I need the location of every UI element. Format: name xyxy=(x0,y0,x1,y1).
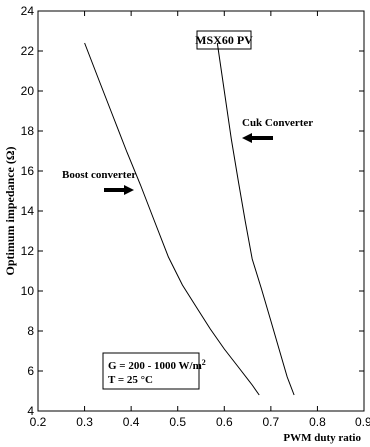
boost-converter-label: Boost converter xyxy=(62,169,136,181)
x-tick-label: 0.6 xyxy=(216,415,233,429)
y-tick-label: 24 xyxy=(21,4,35,18)
y-tick-label: 4 xyxy=(27,404,34,418)
cuk-converter-series-line xyxy=(216,42,295,396)
conditions-irradiance: G = 200 - 1000 W/m2 xyxy=(108,358,206,372)
y-tick-label: 18 xyxy=(21,124,35,138)
chart-title: MSX60 PV xyxy=(195,33,253,47)
title-box xyxy=(196,30,252,50)
x-tick-label: 0.2 xyxy=(30,415,47,429)
y-tick-label: 16 xyxy=(21,164,35,178)
y-tick-label: 14 xyxy=(21,204,35,218)
cuk-converter-label: Cuk Converter xyxy=(242,117,313,129)
x-tick-label: 0.3 xyxy=(76,415,93,429)
series-lines xyxy=(84,42,295,396)
x-tick-label: 0.9 xyxy=(355,415,370,429)
y-tick-label: 22 xyxy=(21,44,35,58)
y-tick-label: 12 xyxy=(21,244,35,258)
x-tick-label: 0.8 xyxy=(309,415,326,429)
y-tick-label: 8 xyxy=(27,324,34,338)
y-tick-label: 20 xyxy=(21,84,35,98)
y-tick-label: 10 xyxy=(21,284,35,298)
axis-ticks: 0.2 0.3 0.4 0.5 0.6 0.7 0.8 0.9 4 6 8 10 12 14 16 18 20 2… xyxy=(21,4,370,429)
y-tick-label: 6 xyxy=(27,364,34,378)
boost-arrow-icon xyxy=(104,185,134,195)
y-axis-label: Optimum impedance (Ω) xyxy=(3,147,17,276)
x-tick-label: 0.4 xyxy=(123,415,140,429)
x-tick-label: 0.7 xyxy=(263,415,280,429)
x-axis-label: PWM duty ratio xyxy=(283,432,361,444)
conditions-box xyxy=(102,352,200,390)
x-tick-label: 0.5 xyxy=(169,415,186,429)
boost-converter-series-line xyxy=(84,42,260,396)
cuk-arrow-icon xyxy=(242,133,273,143)
plot-frame xyxy=(37,10,365,412)
conditions-temperature: T = 25 °C xyxy=(108,374,153,386)
